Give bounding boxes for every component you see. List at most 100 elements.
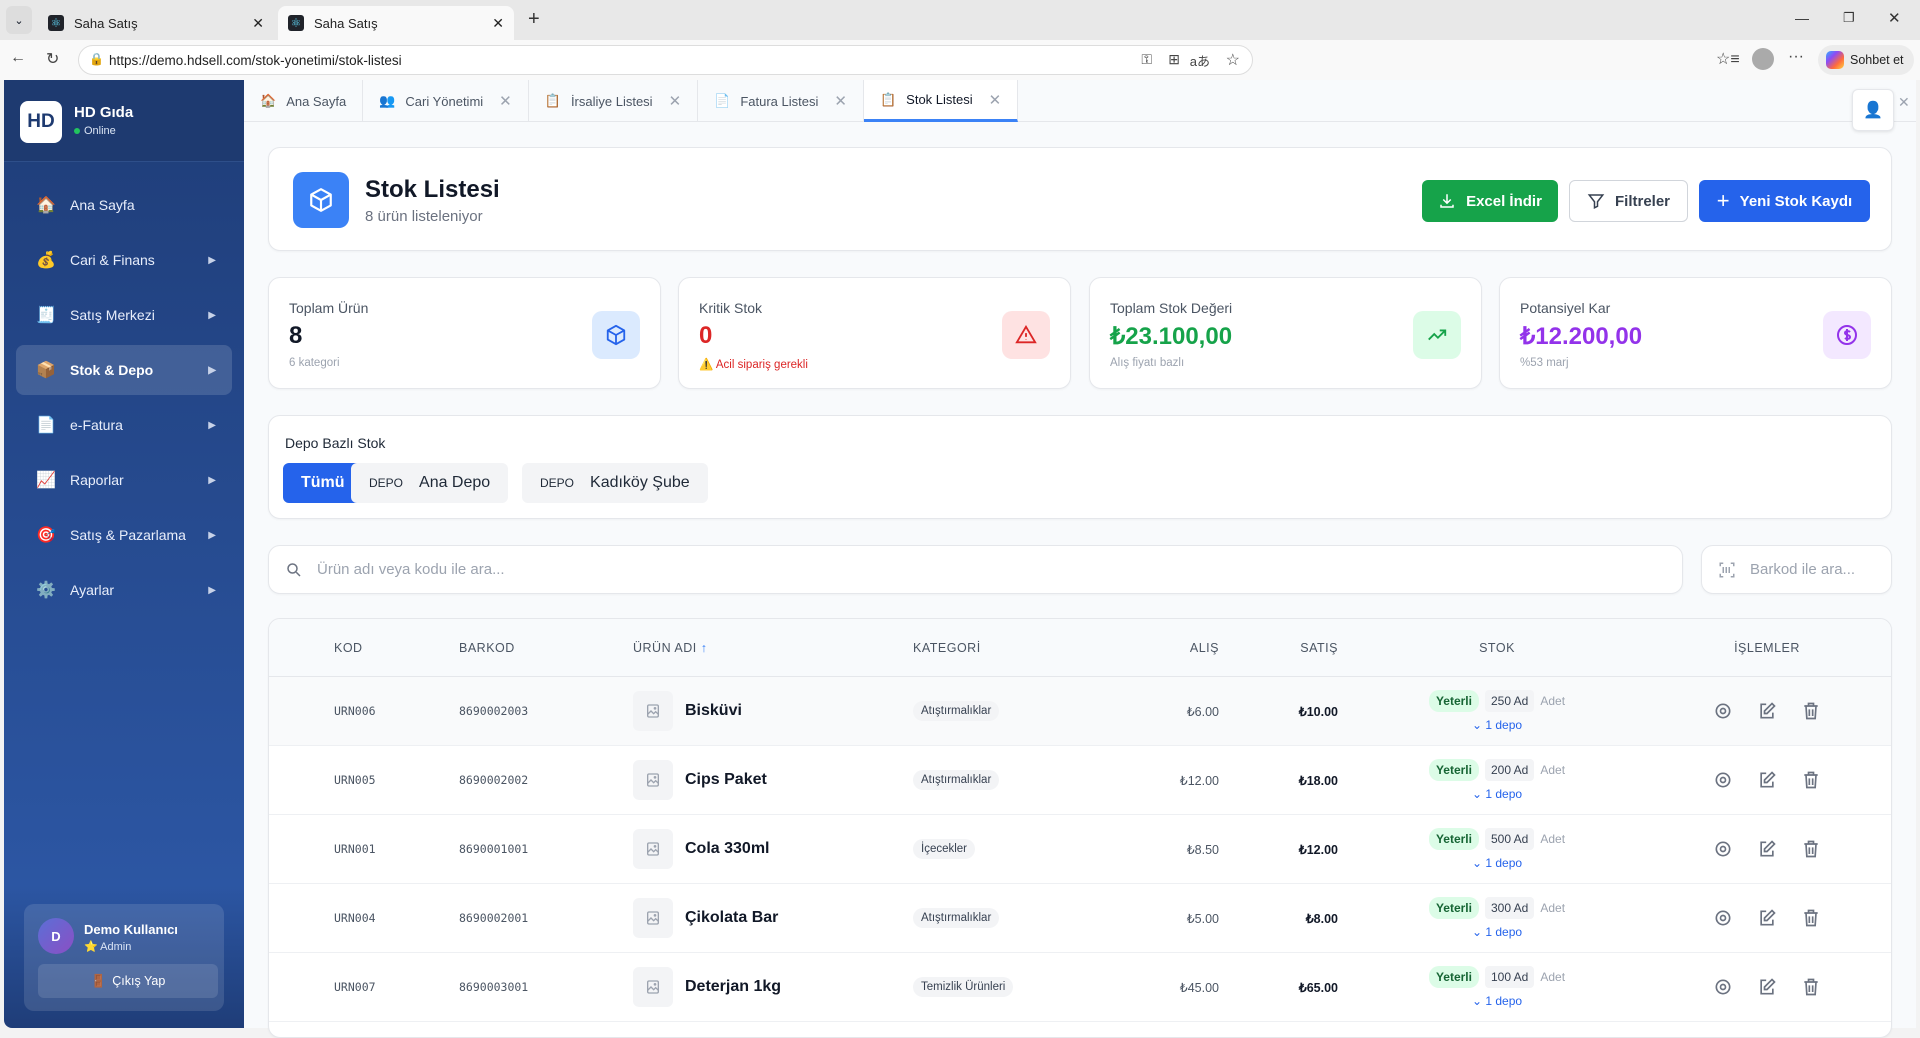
product-name[interactable]: Cola 330ml: [685, 840, 770, 857]
restore-button[interactable]: ❐: [1843, 10, 1855, 25]
depot-expand-toggle[interactable]: ⌄ 1 depo: [1472, 787, 1522, 801]
favorites-icon[interactable]: ☆≡: [1716, 51, 1740, 68]
app-tab[interactable]: 📄 Fatura Listesi ✕: [698, 80, 864, 122]
back-icon[interactable]: ←: [10, 49, 26, 66]
tab-list-button[interactable]: ⌄: [6, 6, 32, 34]
buy-price: ₺12.00: [1179, 773, 1219, 788]
browser-tab-active[interactable]: ⚛ Saha Satış ✕: [278, 6, 514, 40]
depot-expand-toggle[interactable]: ⌄ 1 depo: [1472, 925, 1522, 939]
view-eye-icon[interactable]: [1713, 839, 1733, 859]
sidebar-item-stok-depo[interactable]: 📦 Stok & Depo ▶: [16, 345, 232, 395]
barcode-search-input[interactable]: Barkod ile ara...: [1701, 545, 1892, 594]
column-header-code[interactable]: KOD: [334, 640, 363, 655]
filters-button[interactable]: Filtreler: [1569, 180, 1688, 222]
chevron-down-icon: ⌄: [1471, 718, 1482, 732]
product-name[interactable]: Çikolata Bar: [685, 909, 779, 926]
user-menu-button[interactable]: 👤: [1852, 89, 1894, 131]
column-header-buy[interactable]: ALIŞ: [1189, 640, 1219, 655]
profile-icon[interactable]: [1752, 48, 1774, 70]
product-name[interactable]: Deterjan 1kg: [685, 978, 782, 995]
close-window-button[interactable]: ✕: [1888, 10, 1901, 27]
product-barcode: 8690001001: [459, 842, 529, 856]
edit-icon[interactable]: [1757, 770, 1777, 790]
depot-count: 1 depo: [1485, 787, 1523, 801]
depot-expand-toggle[interactable]: ⌄ 1 depo: [1472, 856, 1522, 870]
table-row[interactable]: URN006 8690002003 Bisküvi Atıştırmalıkla…: [269, 677, 1891, 746]
edit-icon[interactable]: [1757, 977, 1777, 997]
stat-subtext: %53 marj: [1520, 357, 1569, 369]
table-row[interactable]: URN007 8690003001 Deterjan 1kg Temizlik …: [269, 953, 1891, 1022]
close-all-tabs-icon[interactable]: ✕: [1898, 94, 1910, 110]
minimize-button[interactable]: —: [1795, 10, 1809, 26]
page-title: Stok Listesi: [365, 176, 500, 203]
column-header-barcode[interactable]: BARKOD: [459, 640, 515, 655]
excel-download-button[interactable]: Excel İndir: [1422, 180, 1558, 222]
sidebar-item-ana-sayfa[interactable]: 🏠 Ana Sayfa: [16, 180, 232, 230]
column-header-sell[interactable]: SATIŞ: [1300, 640, 1338, 655]
key-icon[interactable]: ⚿: [1141, 51, 1152, 67]
product-barcode: 8690002002: [459, 773, 529, 787]
edit-icon[interactable]: [1757, 701, 1777, 721]
view-eye-icon[interactable]: [1713, 977, 1733, 997]
new-tab-button[interactable]: +: [528, 8, 540, 30]
receipt-icon: 🧾: [36, 307, 56, 324]
depot-expand-toggle[interactable]: ⌄ 1 depo: [1472, 718, 1522, 732]
product-name-cell: Cips Paket: [633, 760, 913, 800]
table-row[interactable]: URN004 8690002001 Çikolata Bar Atıştırma…: [269, 884, 1891, 953]
edit-icon[interactable]: [1757, 908, 1777, 928]
reload-icon[interactable]: ↻: [46, 51, 60, 68]
product-search-input[interactable]: Ürün adı veya kodu ile ara...: [268, 545, 1683, 594]
view-eye-icon[interactable]: [1713, 701, 1733, 721]
warehouse-ana-depo-button[interactable]: DEPO Ana Depo: [351, 463, 509, 503]
delete-trash-icon[interactable]: [1801, 770, 1821, 790]
new-stock-button[interactable]: + Yeni Stok Kaydı: [1699, 180, 1870, 222]
product-name[interactable]: Cips Paket: [685, 771, 767, 788]
sell-price: ₺18.00: [1298, 773, 1338, 788]
app-tab[interactable]: 🏠 Ana Sayfa: [244, 80, 364, 122]
view-eye-icon[interactable]: [1713, 908, 1733, 928]
delete-trash-icon[interactable]: [1801, 908, 1821, 928]
product-name[interactable]: Bisküvi: [685, 702, 742, 719]
sidebar-item-cari-finans[interactable]: 💰 Cari & Finans ▶: [16, 235, 232, 285]
depot-expand-toggle[interactable]: ⌄ 1 depo: [1472, 994, 1522, 1008]
edit-icon[interactable]: [1757, 839, 1777, 859]
translate-icon[interactable]: aあ: [1189, 54, 1210, 69]
close-tab-icon[interactable]: ✕: [988, 91, 1002, 109]
close-tab-icon[interactable]: ✕: [252, 14, 264, 31]
copilot-chat-button[interactable]: Sohbet et: [1818, 45, 1914, 75]
column-header-stock[interactable]: STOK: [1479, 640, 1515, 655]
more-icon[interactable]: ···: [1788, 48, 1804, 65]
stock-quantity: 200 Ad: [1484, 759, 1535, 781]
warehouse-kadikoy-button[interactable]: DEPO Kadıköy Şube: [522, 463, 708, 503]
sidebar-item-e-fatura[interactable]: 📄 e-Fatura ▶: [16, 400, 232, 450]
column-header-category[interactable]: KATEGORİ: [913, 640, 981, 655]
app-tab[interactable]: 👥 Cari Yönetimi ✕: [363, 80, 529, 122]
sidebar-item-ayarlar[interactable]: ⚙️ Ayarlar ▶: [16, 565, 232, 615]
url-field[interactable]: 🔒 https://demo.hdsell.com/stok-yonetimi/…: [78, 45, 1253, 75]
app-icon[interactable]: ⊞: [1168, 51, 1180, 67]
table-row[interactable]: URN005 8690002002 Cips Paket Atıştırmalı…: [269, 746, 1891, 815]
close-tab-icon[interactable]: ✕: [668, 93, 682, 110]
star-icon[interactable]: ☆: [1225, 52, 1240, 69]
table-row[interactable]: URN001 8690001001 Cola 330ml İçecekler ₺…: [269, 815, 1891, 884]
sidebar-item-sat-pazarlama[interactable]: 🎯 Satış & Pazarlama ▶: [16, 510, 232, 560]
logout-button[interactable]: 🚪 Çıkış Yap: [38, 964, 218, 998]
close-tab-icon[interactable]: ✕: [492, 14, 504, 31]
delete-trash-icon[interactable]: [1801, 701, 1821, 721]
sidebar-item-raporlar[interactable]: 📈 Raporlar ▶: [16, 455, 232, 505]
app-tab[interactable]: 📋 Stok Listesi ✕: [863, 80, 1019, 122]
column-header-name[interactable]: ÜRÜN ADI ↑: [633, 641, 913, 655]
stock-unit: Adet: [1540, 763, 1566, 777]
cube-icon: [293, 172, 349, 228]
page-header: Stok Listesi 8 ürün listeleniyor Excel İ…: [268, 147, 1892, 251]
stock-cell: Yeterli 500 Ad Adet ⌄ 1 depo: [1338, 828, 1656, 870]
browser-tab[interactable]: ⚛ Saha Satış ✕: [38, 6, 274, 40]
delete-trash-icon[interactable]: [1801, 839, 1821, 859]
warehouse-all-button[interactable]: Tümü: [283, 463, 363, 503]
view-eye-icon[interactable]: [1713, 770, 1733, 790]
close-tab-icon[interactable]: ✕: [499, 93, 512, 110]
app-tab[interactable]: 📋 İrsaliye Listesi ✕: [529, 80, 699, 122]
delete-trash-icon[interactable]: [1801, 977, 1821, 997]
close-tab-icon[interactable]: ✕: [834, 93, 847, 110]
sidebar-item-sat-merkezi[interactable]: 🧾 Satış Merkezi ▶: [16, 290, 232, 340]
